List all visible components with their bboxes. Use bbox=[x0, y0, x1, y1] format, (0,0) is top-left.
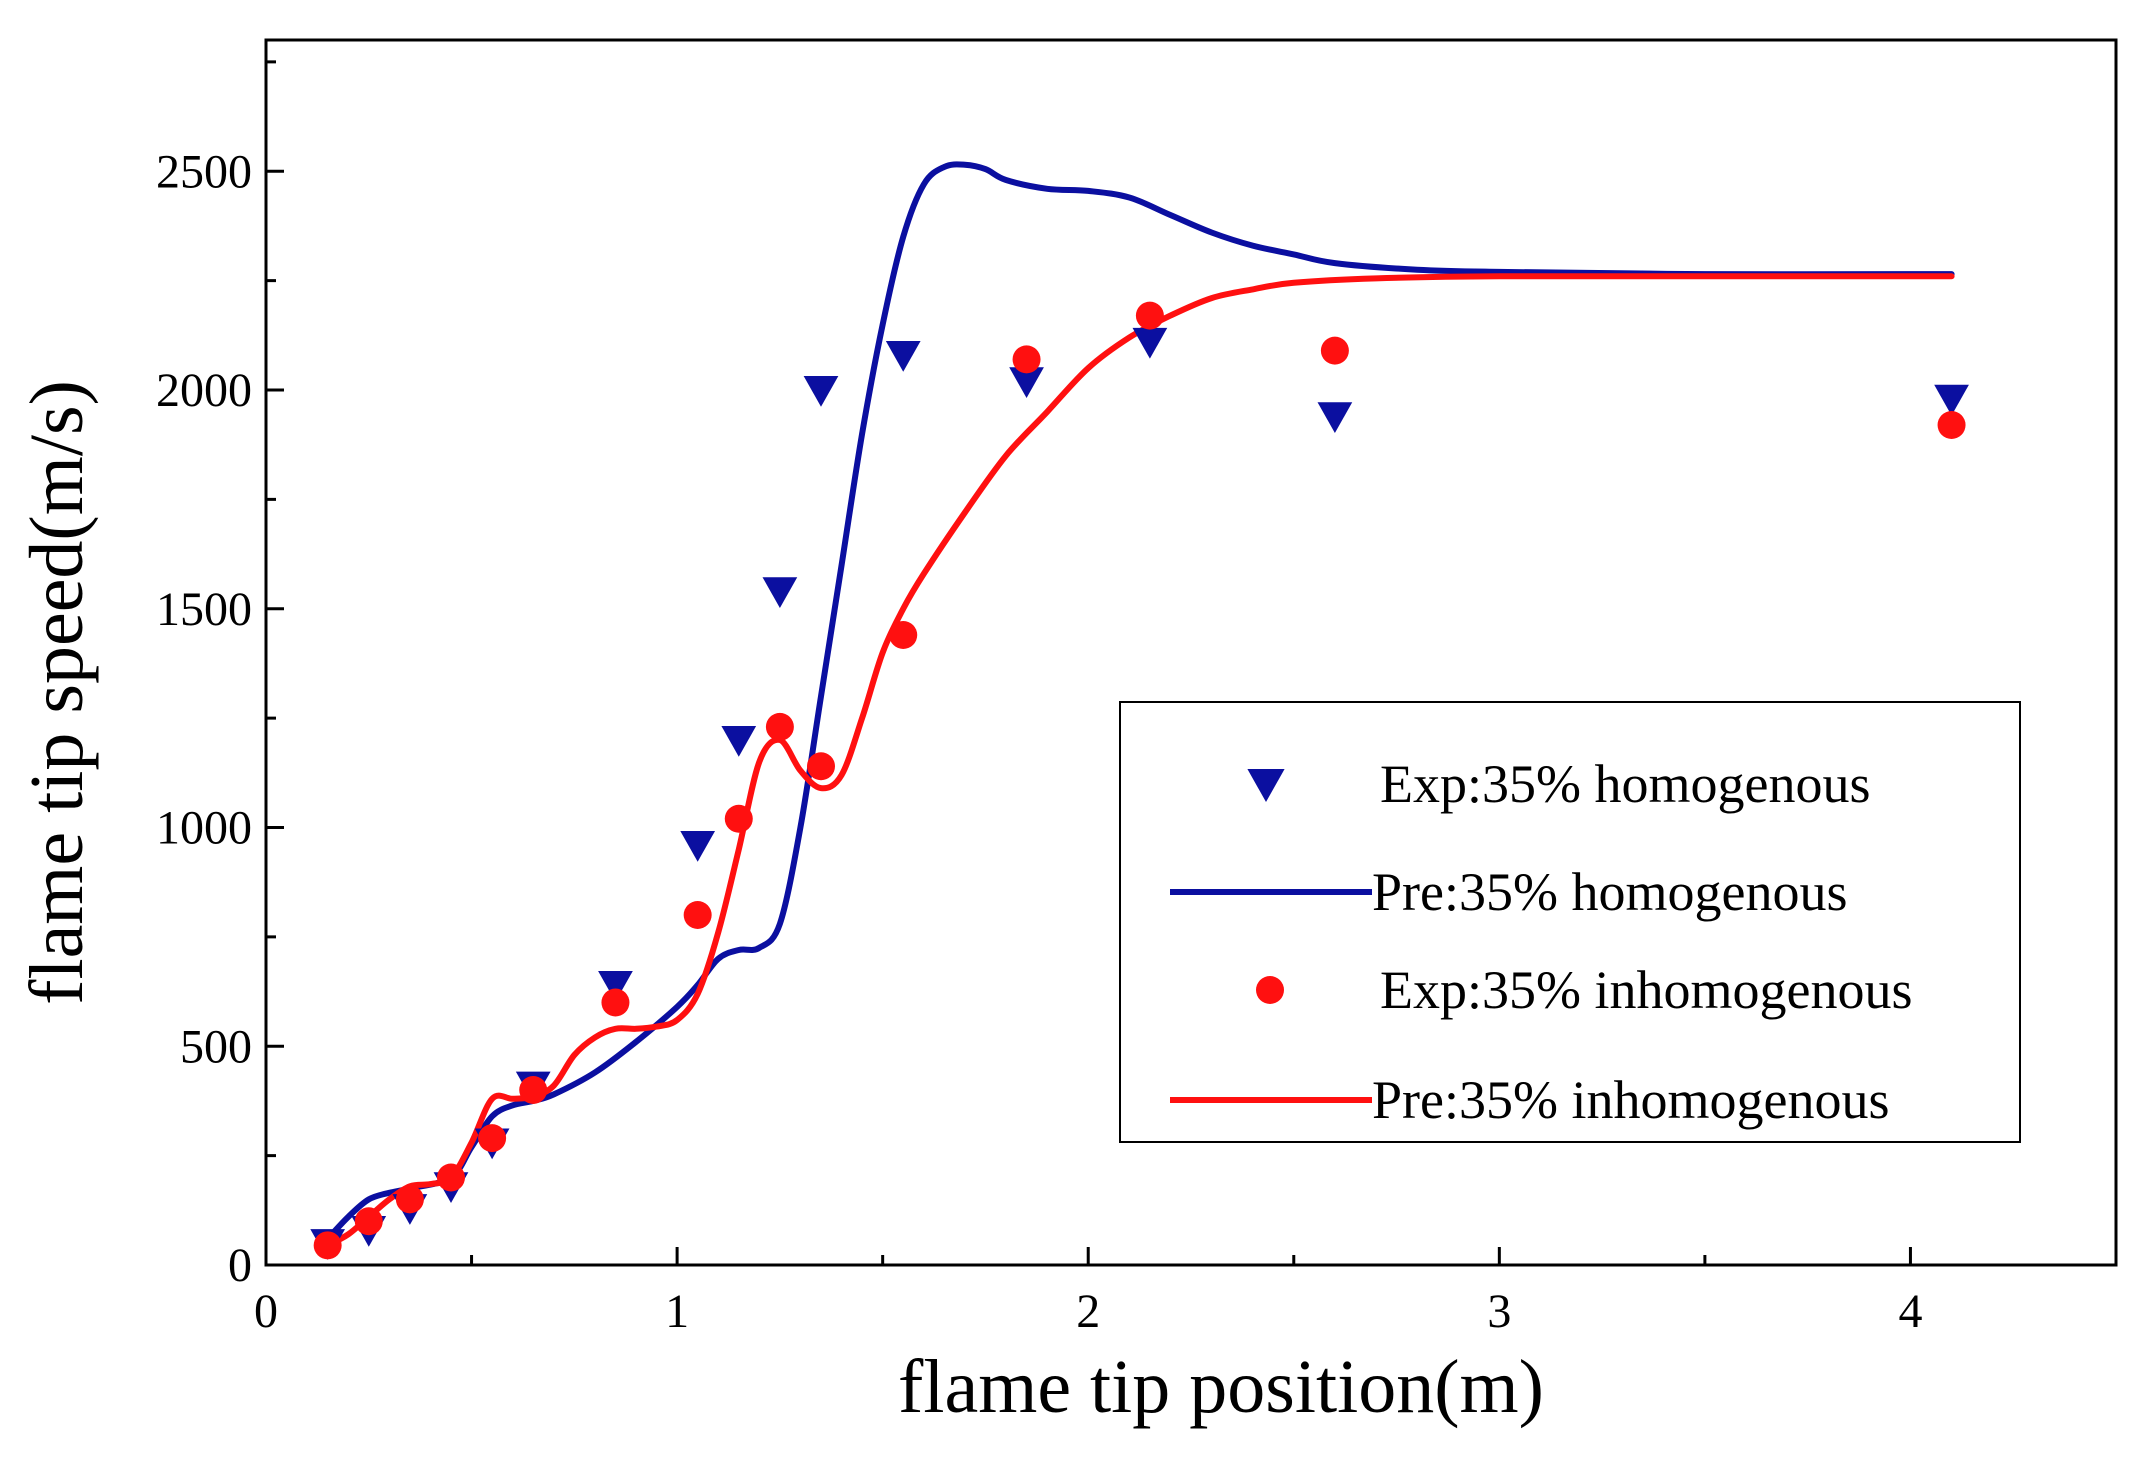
legend-marker bbox=[1247, 769, 1285, 802]
data-point bbox=[721, 726, 757, 757]
data-point bbox=[889, 621, 918, 649]
series-1 bbox=[324, 161, 1955, 1242]
legend-label-exp-inhomogenous: Exp:35% inhomogenous bbox=[1380, 960, 1912, 1020]
x-tick-label: 4 bbox=[1898, 1285, 1922, 1338]
series-line bbox=[324, 161, 1955, 1242]
data-point bbox=[1937, 411, 1966, 439]
x-axis-title: flame tip position(m) bbox=[898, 1345, 1544, 1429]
axis-tick-labels: 0 1 2 3 4 0 500 1000 1500 2000 2500 bbox=[156, 145, 1922, 1338]
x-tick-label: 2 bbox=[1076, 1285, 1100, 1338]
data-point bbox=[1012, 345, 1041, 374]
data-point bbox=[803, 376, 839, 407]
x-tick-label: 3 bbox=[1487, 1285, 1511, 1338]
data-point bbox=[1135, 301, 1164, 330]
data-point bbox=[1317, 402, 1353, 434]
y-tick-label: 500 bbox=[180, 1020, 252, 1073]
data-point bbox=[680, 831, 716, 862]
data-point bbox=[1320, 336, 1349, 365]
data-point bbox=[313, 1231, 342, 1260]
series-layer bbox=[310, 161, 1969, 1260]
legend-swatch-exp-inhomogenous bbox=[1256, 976, 1284, 1004]
y-tick-label: 0 bbox=[228, 1239, 252, 1292]
data-point bbox=[478, 1124, 507, 1153]
y-tick-label: 1000 bbox=[156, 802, 252, 855]
data-point bbox=[1132, 327, 1168, 359]
legend-swatch-exp-homogenous bbox=[1247, 769, 1285, 802]
y-axis-title: flame tip speed(m/s) bbox=[15, 380, 99, 1005]
data-point bbox=[395, 1185, 424, 1214]
series-markers-2 bbox=[313, 301, 1966, 1260]
data-point bbox=[354, 1207, 383, 1236]
x-tick-label: 0 bbox=[254, 1285, 278, 1338]
data-point bbox=[598, 971, 633, 1002]
data-point bbox=[1934, 384, 1969, 416]
data-point bbox=[1009, 367, 1044, 399]
data-point bbox=[762, 577, 798, 609]
data-point bbox=[765, 712, 794, 741]
y-tick-label: 1500 bbox=[156, 583, 252, 636]
data-point bbox=[601, 988, 630, 1017]
data-point bbox=[683, 901, 712, 929]
legend-label-pre-homogenous: Pre:35% homogenous bbox=[1372, 862, 1847, 922]
plot-frame bbox=[264, 38, 2118, 1267]
data-point bbox=[437, 1163, 465, 1192]
legend-label-pre-inhomogenous: Pre:35% inhomogenous bbox=[1372, 1070, 1889, 1130]
data-point bbox=[885, 341, 921, 372]
axis-ticks bbox=[264, 60, 1912, 1267]
x-tick-label: 1 bbox=[665, 1285, 689, 1338]
plot-border bbox=[264, 38, 2118, 1267]
legend-label-exp-homogenous: Exp:35% homogenous bbox=[1380, 754, 1870, 814]
data-point bbox=[807, 752, 835, 781]
data-point bbox=[519, 1076, 548, 1104]
data-point bbox=[724, 804, 753, 833]
y-tick-label: 2500 bbox=[156, 145, 252, 198]
legend-marker bbox=[1256, 976, 1284, 1004]
y-tick-label: 2000 bbox=[156, 364, 252, 417]
legend: Exp:35% homogenous Pre:35% homogenous Ex… bbox=[1119, 701, 2021, 1143]
